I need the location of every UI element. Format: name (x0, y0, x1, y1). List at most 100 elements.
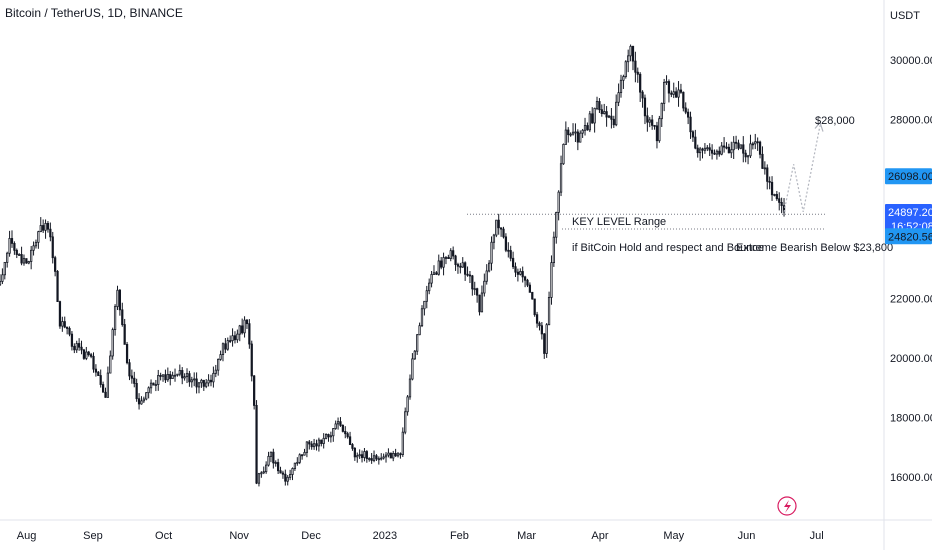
candle-down (670, 92, 673, 95)
candle-down (725, 146, 728, 149)
candle-up (406, 396, 409, 413)
candle-down (655, 125, 659, 142)
candle-down (684, 107, 687, 113)
candle-up (703, 147, 707, 151)
candle-up (221, 343, 225, 355)
candle-down (66, 326, 69, 329)
candle-down (209, 379, 213, 383)
candle-down (478, 294, 481, 313)
candle-up (730, 149, 733, 154)
candle-up (449, 250, 452, 259)
last-price-tag-text: 24897.20 (888, 207, 932, 219)
candle-down (58, 301, 62, 327)
candle-up (404, 411, 407, 433)
candle-down (152, 382, 155, 386)
candle-down (641, 91, 644, 99)
candle-up (483, 280, 486, 294)
candle-up (140, 400, 143, 405)
candle-down (169, 373, 172, 379)
candle-up (552, 236, 555, 264)
candle-up (324, 434, 328, 439)
candle-up (559, 163, 563, 193)
candle-down (82, 349, 86, 359)
candle-up (547, 297, 551, 326)
candle-up (588, 113, 591, 131)
candle-down (339, 421, 342, 426)
candle-down (272, 451, 275, 464)
candle-up (603, 111, 606, 114)
candle-up (149, 382, 153, 389)
candle-up (27, 261, 30, 264)
candle-down (370, 458, 373, 461)
candle-up (408, 378, 412, 398)
target-label: $28,000 (815, 115, 855, 127)
candle-down (780, 201, 783, 207)
candle-up (8, 238, 11, 254)
candle-up (185, 373, 189, 378)
candle-up (555, 212, 558, 238)
candle-down (399, 453, 402, 456)
candle-up (387, 452, 390, 456)
candle-down (188, 373, 191, 383)
candle-up (231, 335, 234, 342)
candle-down (464, 262, 467, 275)
candle-up (595, 101, 599, 109)
candle-down (509, 250, 512, 259)
time-axis-tick: Sep (83, 530, 103, 542)
candle-up (485, 270, 488, 282)
candle-down (241, 325, 244, 334)
candle-up (32, 245, 35, 251)
candle-up (401, 431, 404, 455)
candle-up (763, 167, 766, 170)
candle-up (720, 145, 723, 155)
candle-down (727, 146, 731, 154)
candle-up (396, 453, 400, 457)
candle-down (708, 147, 711, 151)
projection-path (783, 125, 821, 213)
candle-up (627, 55, 630, 63)
candle-up (193, 378, 196, 381)
candle-down (360, 454, 364, 458)
candle-up (236, 333, 239, 341)
candle-up (197, 382, 201, 388)
candle-down (468, 274, 472, 277)
candle-down (164, 374, 167, 381)
candle-down (610, 115, 613, 120)
candle-up (322, 437, 325, 444)
candle-down (308, 441, 311, 445)
candle-up (624, 61, 627, 78)
candle-up (3, 261, 6, 276)
candle-up (157, 375, 160, 385)
candle-down (701, 148, 704, 151)
key-level-label: KEY LEVEL Range (572, 216, 666, 228)
candle-up (593, 107, 596, 124)
candle-down (245, 319, 249, 325)
candle-down (137, 398, 141, 405)
candle-up (293, 462, 297, 469)
candle-up (380, 457, 383, 460)
candle-up (583, 125, 587, 131)
candle-down (499, 227, 503, 230)
candle-up (61, 321, 64, 327)
candle-up (260, 472, 263, 475)
candle-up (291, 468, 294, 475)
candle-up (660, 102, 663, 120)
candle-down (612, 118, 615, 126)
candle-down (104, 391, 107, 398)
candle-up (492, 234, 496, 243)
time-axis-tick: Aug (17, 530, 37, 542)
price-axis-tick: 20000.00 (890, 353, 932, 365)
candle-up (363, 451, 366, 458)
time-axis-tick: Feb (450, 530, 469, 542)
candle-up (557, 191, 560, 213)
candle-down (353, 447, 356, 458)
candle-up (212, 372, 215, 383)
candle-down (351, 444, 354, 449)
candle-down (73, 345, 76, 351)
candle-down (346, 433, 349, 438)
candle-up (648, 119, 651, 123)
candle-up (773, 194, 776, 196)
candle-up (243, 319, 246, 334)
